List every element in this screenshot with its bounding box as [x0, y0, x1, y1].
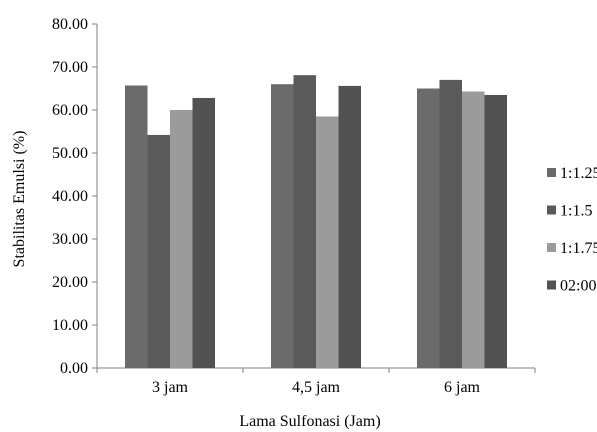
x-category-label: 6 jam	[444, 379, 481, 396]
y-tick-label: 40.00	[52, 188, 88, 205]
bar	[170, 110, 193, 368]
legend-swatch	[547, 168, 556, 177]
legend-swatch	[547, 280, 556, 290]
bar	[192, 97, 215, 369]
x-axis-title: Lama Sulfonasi (Jam)	[239, 413, 380, 430]
x-axis: 3 jam 4,5 jam 6 jam	[96, 367, 536, 396]
y-tick-label: 10.00	[52, 317, 88, 334]
legend: 1:1.25 1:1.5 1:1.75 02:00,0	[547, 165, 597, 295]
x-category-label: 4,5 jam	[292, 379, 341, 396]
y-tick-label: 60.00	[52, 102, 88, 119]
bar	[484, 94, 507, 368]
bar	[293, 75, 316, 369]
bar	[462, 91, 485, 368]
bar	[316, 116, 339, 368]
bar	[271, 84, 294, 368]
bar	[338, 85, 361, 369]
bar	[125, 85, 148, 369]
legend-label: 1:1.75	[560, 240, 597, 257]
bar	[439, 79, 462, 369]
y-axis: 0.00 10.00 20.00 30.00 40.00 50.00 60.00 70.00 8…	[52, 16, 98, 377]
y-tick-label: 30.00	[52, 231, 88, 248]
legend-swatch	[547, 205, 556, 215]
y-tick-label: 50.00	[52, 145, 88, 162]
bar	[417, 88, 440, 368]
legend-swatch	[547, 243, 556, 252]
legend-label: 02:00,0	[560, 278, 597, 295]
legend-label: 1:1.25	[560, 165, 597, 182]
y-tick-label: 0.00	[60, 360, 88, 377]
y-tick-label: 80.00	[52, 16, 88, 33]
bar	[147, 134, 170, 368]
bars	[125, 75, 507, 369]
legend-label: 1:1.5	[560, 203, 592, 220]
y-tick-label: 20.00	[52, 274, 88, 291]
y-axis-title: Stabilitas Emulsi (%)	[11, 131, 28, 268]
x-category-label: 3 jam	[152, 379, 189, 396]
y-tick-label: 70.00	[52, 59, 88, 76]
